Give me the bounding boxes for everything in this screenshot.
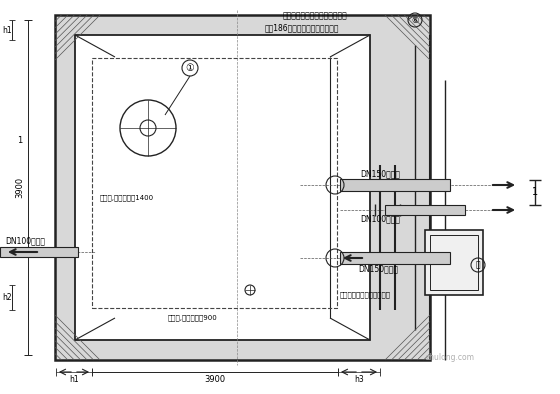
Bar	[0, 247, 78, 257]
Text: zhulong.com: zhulong.com	[426, 353, 474, 362]
Text: 1: 1	[532, 187, 538, 197]
Bar	[55, 15, 430, 360]
Bar	[75, 35, 370, 340]
Text: h3: h3	[354, 375, 364, 383]
Bar	[340, 252, 450, 264]
Text: DN150溢水管: DN150溢水管	[358, 264, 398, 273]
Bar	[92, 58, 337, 308]
Text: 3900: 3900	[204, 375, 226, 383]
Text: h1: h1	[2, 26, 12, 35]
Text: h2: h2	[2, 292, 12, 301]
Text: 3900: 3900	[16, 177, 25, 197]
Text: h1: h1	[69, 375, 79, 383]
Text: 顶板预留水位传示装置孔，做法: 顶板预留水位传示装置孔，做法	[283, 11, 348, 20]
Text: 通风管,高出覆土面900: 通风管,高出覆土面900	[168, 315, 218, 321]
Text: ⑮: ⑮	[475, 260, 480, 269]
Text: DN150出水管: DN150出水管	[360, 169, 400, 178]
Bar	[340, 179, 450, 191]
Text: DN100滤水管: DN100滤水管	[360, 214, 400, 223]
Bar	[385, 205, 465, 215]
Text: 尺寸根据工程具体情况决定: 尺寸根据工程具体情况决定	[340, 292, 391, 298]
Text: ⑥: ⑥	[411, 15, 419, 24]
Text: DN100进水管: DN100进水管	[5, 236, 45, 245]
Bar	[425, 230, 483, 295]
Text: 1: 1	[17, 136, 22, 145]
Text: 通风管,高出覆土面1400: 通风管,高出覆土面1400	[100, 195, 154, 201]
Text: 见第186页，安装要求详见总说明: 见第186页，安装要求详见总说明	[265, 24, 339, 32]
Bar	[430, 235, 478, 290]
Text: ①: ①	[185, 63, 194, 73]
